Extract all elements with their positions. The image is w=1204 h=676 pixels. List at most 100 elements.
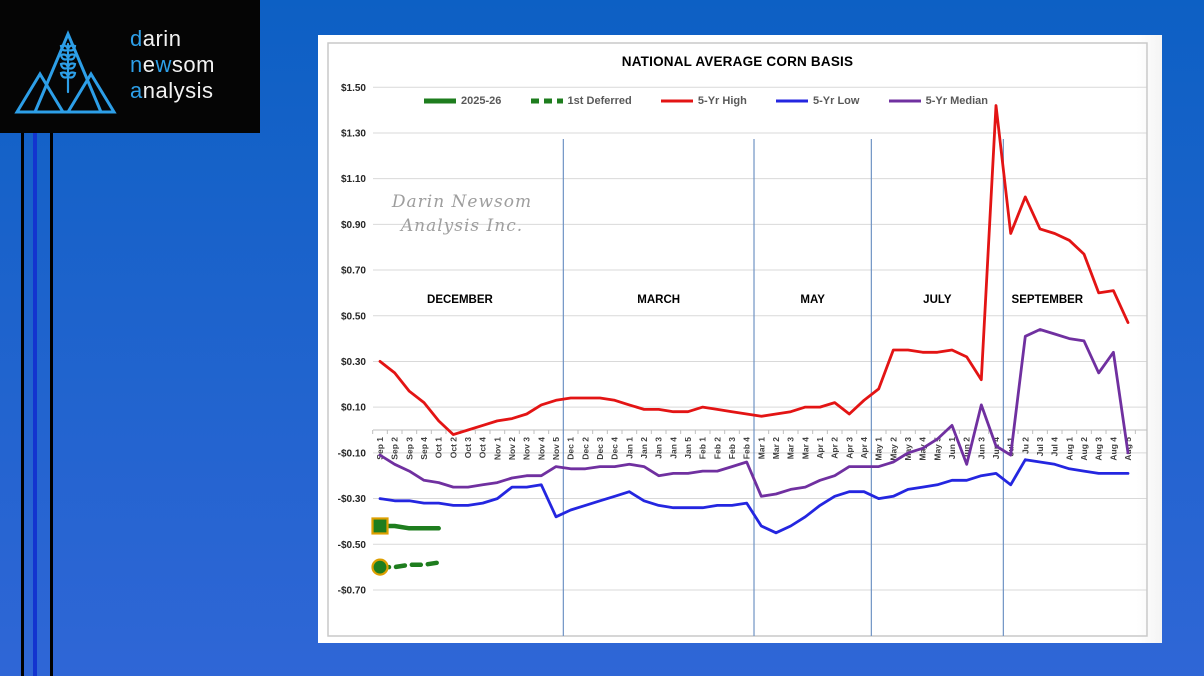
x-axis-tick-label: Feb 4 [742,437,752,459]
x-axis-tick-label: May 2 [888,437,898,461]
legend-label: 5-Yr Median [925,95,988,107]
x-axis-tick-label: Jul 4 [1050,437,1060,457]
legend-item-1st-deferred: 1st Deferred [530,95,632,107]
plot-frame [327,42,1148,637]
y-axis-tick-label: $0.90 [341,220,366,231]
legend-label: 5-Yr Low [813,95,860,107]
x-axis-tick-label: Nov 2 [507,437,517,460]
chart-panel: $1.50 $1.30 $1.10 $0.90 $0.70 $0.50 $0.30 $0.10… [318,35,1162,643]
series-start-marker-circle [371,558,389,576]
logo-wordmark: darin newsom analysis [130,26,215,104]
legend-label: 2025-26 [461,95,502,107]
legend-item-2025-26: 2025-26 [423,95,501,107]
x-axis-tick-label: Nov 1 [492,437,502,460]
x-axis-tick-label: Oct 3 [463,437,473,459]
watermark-line2: Analysis Inc. [399,216,523,236]
y-axis-tick-label: -$0.30 [338,494,367,505]
x-axis-tick-label: Mar 1 [756,437,766,459]
x-axis-tick-label: Apr 2 [830,437,840,459]
x-axis-tick-label: Jul 3 [1035,437,1045,457]
x-axis-tick-label: Aug 4 [1108,437,1118,461]
x-axis-tick-label: Ju 2 [1020,437,1030,454]
x-axis-tick-label: Aug 3 [1094,437,1104,461]
x-axis-tick-label: Dec 2 [580,437,590,460]
x-axis-tick-label: Nov 5 [551,437,561,460]
x-axis-tick-label: May 3 [903,437,913,461]
x-axis-tick-label: Feb 1 [698,437,708,459]
x-axis-tick-label: Jan 2 [639,437,649,459]
x-axis-tick-label: Jan 4 [668,437,678,459]
series-line-5-yr-median [378,328,1130,498]
x-axis-tick-label: Jun 4 [991,437,1001,459]
x-axis-tick-label: Nov 3 [522,437,532,460]
legend-label: 5-Yr High [697,95,747,107]
x-axis-tick-label: May 5 [932,437,942,461]
x-axis-tick-label: Sep 3 [404,437,414,460]
legend-swatch-icon [660,99,693,103]
x-axis-tick-label: Dec 1 [566,437,576,460]
x-axis-tick-label: Mar 4 [800,437,810,459]
x-axis-tick-label: Sep 2 [390,437,400,460]
x-axis-tick-label: May 1 [874,437,884,461]
left-rule-blue [33,133,37,676]
contract-month-label-may: MAY [800,294,825,306]
y-axis-tick-label: $0.10 [341,403,366,414]
legend-swatch-icon [888,99,921,103]
contract-month-label-december: DECEMBER [427,294,494,306]
chart-legend: 2025-26 1st Deferred 5-Yr High 5-Yr Low 5-Yr… [423,95,988,107]
x-axis-tick-label: Jan 3 [654,437,664,459]
series-line-5-yr-high [378,104,1130,436]
series-start-marker-square [371,517,389,535]
x-axis-tick-label: Sep 4 [419,437,429,460]
contract-month-label-july: JULY [923,294,952,306]
chart-title: NATIONAL AVERAGE CORN BASIS [621,54,854,69]
x-axis-tick-label: Apr 3 [844,437,854,459]
x-axis-tick-label: Jun 3 [976,437,986,459]
series-line-1st-deferred [377,560,441,570]
x-axis-tick-label: Feb 2 [712,437,722,459]
series-line-2025-26 [377,523,441,531]
series-line-5-yr-low [378,458,1130,535]
y-axis-tick-label: $1.30 [341,128,366,139]
left-rule-black-2 [50,133,53,676]
x-axis-tick-label: Jun 1 [947,437,957,459]
legend-swatch-icon [424,98,456,104]
corn-basis-chart: $1.50 $1.30 $1.10 $0.90 $0.70 $0.50 $0.30 $0.10… [327,42,1148,637]
legend-swatch-icon [776,99,808,103]
y-axis-tick-label: -$0.10 [338,448,367,459]
x-axis-tick-label: Dec 4 [610,437,620,460]
x-axis-tick-label: Apr 1 [815,437,825,459]
x-axis-tick-label: Dec 3 [595,437,605,460]
watermark-line1: Darin Newsom [391,192,532,212]
x-axis-tick-label: Nov 4 [536,437,546,460]
x-axis-tick-label: Jan 5 [683,437,693,459]
y-axis-tick-label: $1.10 [341,174,366,185]
x-axis-tick-label: Mar 3 [786,437,796,459]
x-axis-tick-label: Oct 2 [448,437,458,459]
x-axis-tick-label: Jun 2 [962,437,972,459]
contract-month-label-march: MARCH [637,294,680,306]
y-axis-tick-label: -$0.50 [338,540,367,551]
logo-word-newsom: newsom [130,52,215,77]
x-axis-tick-label: Aug 2 [1079,437,1089,461]
legend-swatch-icon [530,98,563,104]
logo-box: darin newsom analysis [0,0,260,133]
legend-item-5-yr-high: 5-Yr High [660,95,747,107]
x-axis-tick-label: Apr 4 [859,437,869,459]
logo-word-darin: darin [130,26,182,51]
x-axis-tick-label: Feb 3 [727,437,737,459]
legend-item-5-yr-median: 5-Yr Median [888,95,988,107]
x-axis-tick-label: Jan 1 [624,437,634,459]
y-axis-tick-label: $0.50 [341,311,366,322]
x-axis-tick-label: Aug 1 [1064,437,1074,461]
x-axis-tick-label: Oct 1 [434,437,444,459]
logo-word-analysis: analysis [130,78,214,103]
contract-month-label-september: SEPTEMBER [1012,294,1084,306]
y-axis-tick-label: $0.30 [341,357,366,368]
x-axis-tick-label: Oct 4 [478,437,488,459]
x-axis-tick-label: Sep 1 [375,437,385,460]
mountains-wheat-icon [14,30,117,114]
y-axis-tick-label: $0.70 [341,266,366,277]
x-axis-tick-label: Mar 2 [771,437,781,459]
